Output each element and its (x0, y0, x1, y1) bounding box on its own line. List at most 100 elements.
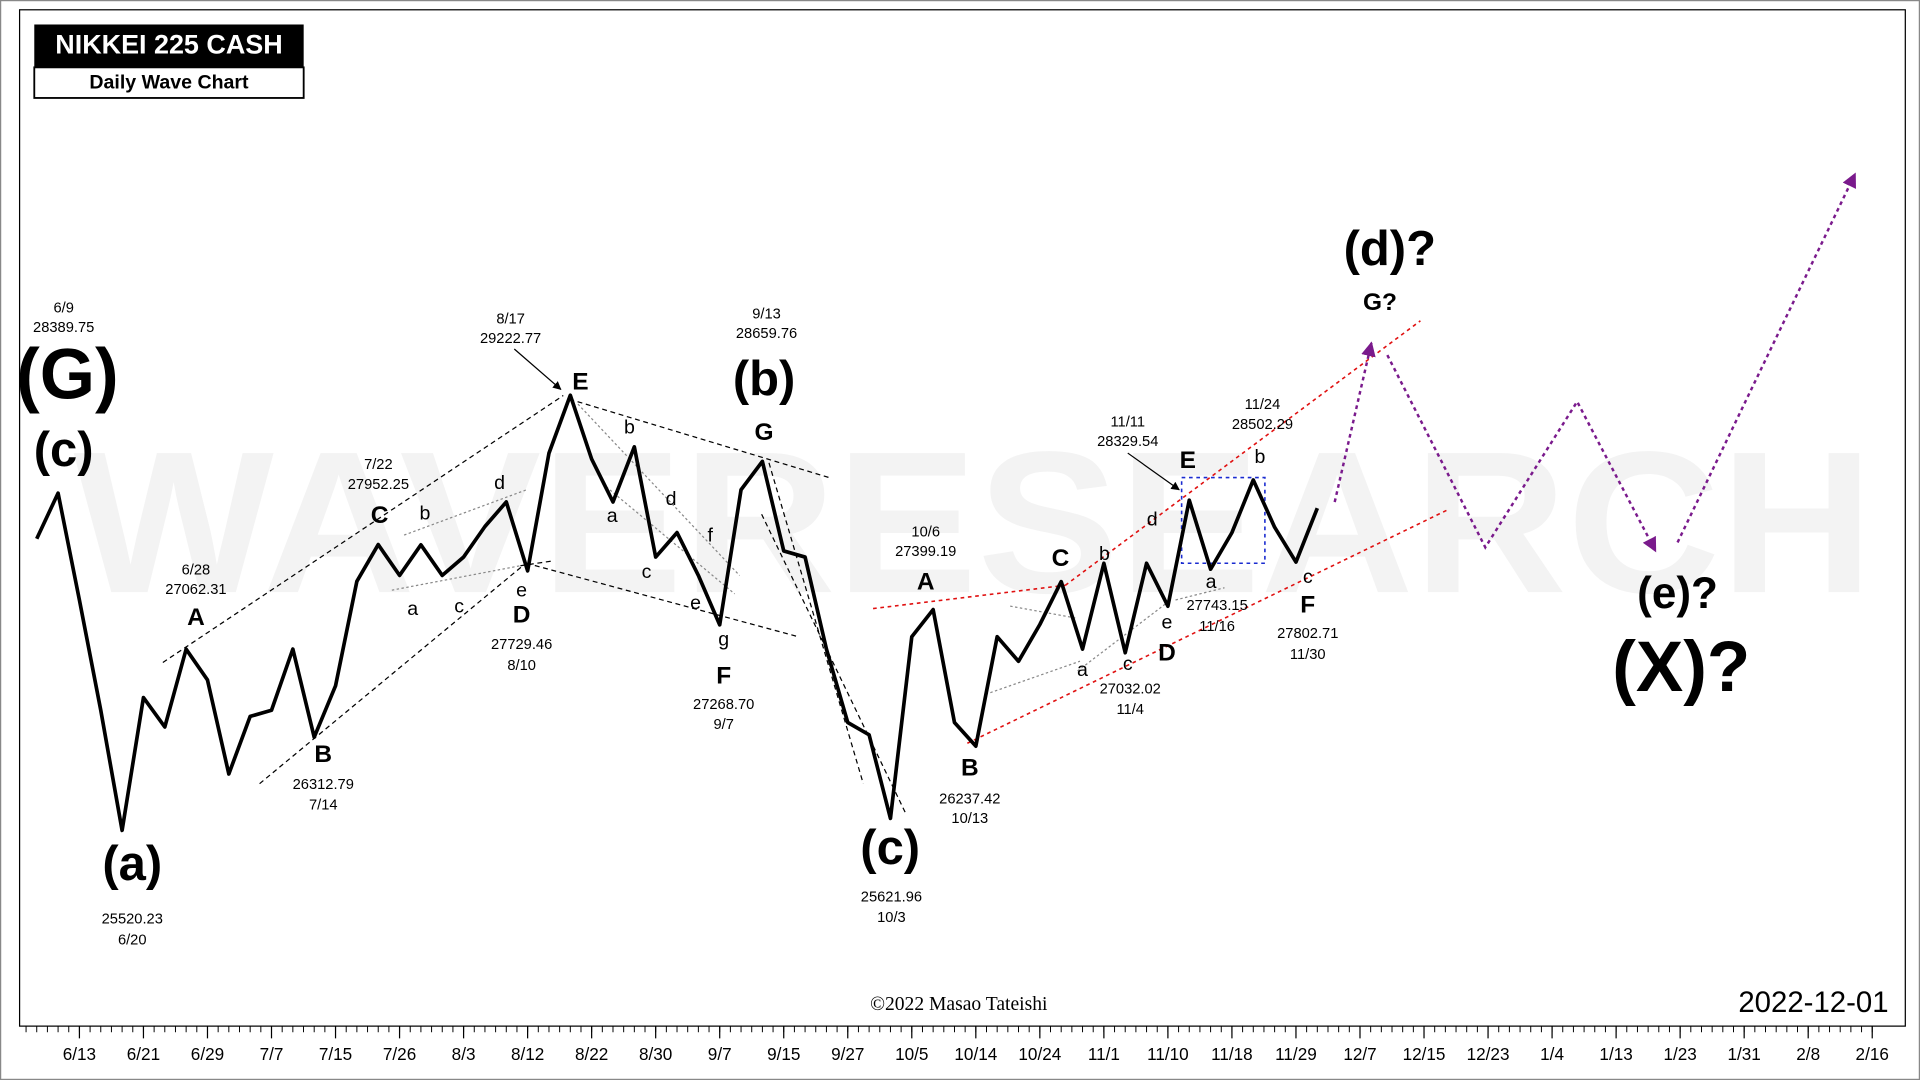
plot-layer: 6/13 6/21 6/29 7/7 7/15 7/26 8/3 8/12 8/22 8/30 9/… (16, 172, 1889, 1064)
annotation: 28389.75 (33, 320, 94, 336)
annotation: g (718, 629, 729, 651)
annotation: B (314, 741, 332, 768)
annotation: 11/30 (1290, 647, 1326, 663)
annotation: A (917, 568, 935, 595)
annotation: c (1123, 653, 1133, 675)
annotation: e (1161, 611, 1172, 633)
x-tick-label: 7/15 (319, 1044, 352, 1064)
trend-line (526, 562, 799, 638)
annotation: 6/9 (53, 300, 73, 316)
annotation: (a) (102, 837, 162, 891)
annotation: F (1300, 592, 1315, 619)
x-tick-label: 2/8 (1796, 1044, 1820, 1064)
sub-trend-line (1175, 587, 1225, 601)
x-tick-label: 11/10 (1147, 1044, 1189, 1064)
x-tick-label: 7/26 (383, 1044, 416, 1064)
annotation: 6/28 (182, 562, 211, 578)
x-tick-label: 9/7 (708, 1044, 732, 1064)
annotation: (d)? (1344, 222, 1436, 276)
x-tick-label: 1/4 (1540, 1044, 1564, 1064)
trend-line (768, 462, 864, 784)
x-tick-label: 6/29 (191, 1044, 224, 1064)
annotation: 27729.46 (491, 637, 552, 653)
x-tick-label: 8/3 (452, 1044, 476, 1064)
sub-trend-line (403, 489, 527, 536)
x-tick-label: 10/14 (954, 1044, 997, 1064)
annotation: b (624, 417, 635, 439)
annotation: E (572, 369, 588, 396)
annotation: 29222.77 (480, 331, 541, 347)
chart-subtitle: Daily Wave Chart (89, 71, 249, 93)
annotation: 25520.23 (102, 911, 163, 927)
x-tick-label: 8/22 (575, 1044, 608, 1064)
trend-line (569, 398, 830, 479)
annotation: b (1255, 446, 1266, 468)
x-tick-label: 9/15 (767, 1044, 800, 1064)
annotation: 10/13 (951, 811, 988, 827)
x-tick-label: 6/21 (127, 1044, 160, 1064)
x-tick-label: 11/29 (1275, 1044, 1317, 1064)
annotation: 28659.76 (736, 326, 797, 342)
annotation: E (1180, 447, 1196, 474)
x-tick-label: 1/13 (1599, 1044, 1632, 1064)
annotation: G (755, 419, 774, 446)
x-tick-label: 10/24 (1018, 1044, 1061, 1064)
annotation: 27802.71 (1277, 626, 1338, 642)
annotation: D (1158, 639, 1176, 666)
annotation: A (187, 604, 205, 631)
annotation: 7/22 (364, 457, 393, 473)
annotation: d (666, 488, 677, 510)
annotation: a (1077, 659, 1088, 681)
annotation: 9/13 (752, 307, 781, 323)
pointer-arrow (1127, 452, 1180, 491)
annotation: 11/4 (1116, 702, 1144, 718)
annotation: 27032.02 (1100, 681, 1161, 697)
x-tick-label: 11/1 (1088, 1044, 1120, 1064)
annotation: b (1099, 543, 1110, 565)
plot-area (18, 9, 1906, 1027)
projection (1333, 341, 1376, 503)
trend-line (162, 395, 564, 663)
x-tick-label: 1/31 (1727, 1044, 1760, 1064)
range-box (1180, 476, 1266, 565)
sub-trend-line (1010, 605, 1078, 619)
x-tick-label: 12/23 (1467, 1044, 1510, 1064)
annotation: 11/16 (1199, 619, 1235, 635)
x-tick-label: 7/7 (260, 1044, 284, 1064)
annotation: F (716, 663, 731, 690)
annotation: f (707, 524, 713, 546)
chart-title: NIKKEI 225 CASH (55, 30, 282, 60)
annotation: 8/10 (507, 658, 536, 674)
watermark: WAVERESEARCH (73, 409, 1873, 635)
date-stamp: 2022-12-01 (1738, 986, 1888, 1019)
trend-line (761, 514, 907, 815)
annotation: a (1206, 571, 1217, 593)
annotation: d (1147, 509, 1158, 531)
channel-line (872, 584, 1066, 610)
annotation: (G) (16, 335, 119, 414)
annotation: (c) (860, 821, 920, 875)
annotation: 25621.96 (861, 889, 922, 905)
annotation: 10/3 (877, 910, 906, 926)
annotation: 27399.19 (895, 544, 956, 560)
subtitle-box (33, 66, 305, 99)
annotation: d (494, 472, 505, 494)
annotation: 27743.15 (1187, 598, 1248, 614)
annotation: c (642, 561, 652, 583)
annotation: 7/14 (309, 798, 338, 814)
title-box (34, 24, 304, 68)
annotation: c (454, 596, 464, 618)
annotation: a (607, 505, 618, 527)
annotation: (e)? (1637, 569, 1718, 618)
sub-trend-line (577, 403, 741, 576)
annotation: 11/11 (1110, 414, 1145, 430)
x-tick-label: 6/13 (63, 1044, 96, 1064)
projection (1386, 354, 1657, 553)
x-tick-label: 8/30 (639, 1044, 672, 1064)
annotation: 28329.54 (1097, 434, 1158, 450)
annotation: 27062.31 (165, 582, 226, 598)
annotation: 11/24 (1245, 397, 1281, 413)
projection (1676, 172, 1857, 543)
